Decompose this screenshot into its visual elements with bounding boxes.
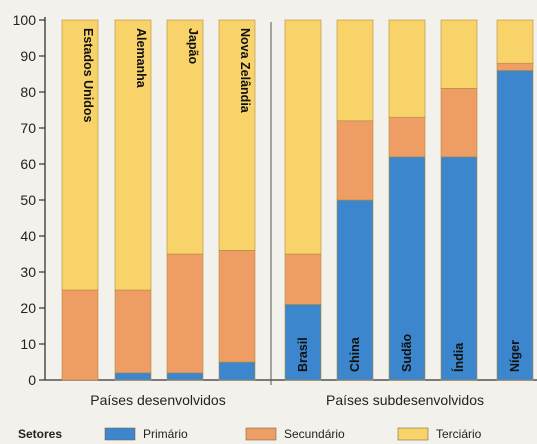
bar-label: China [348, 336, 362, 372]
y-tick-label: 50 [20, 192, 36, 208]
bar-labels: Estados Unidos Alemanha Japão Nova Zelândia… [81, 28, 522, 372]
y-tick-label: 60 [20, 156, 36, 172]
bar-segment-primario [284, 304, 322, 381]
bars [61, 19, 534, 381]
legend-swatch [104, 427, 136, 441]
bar-segment-terciario [388, 19, 426, 118]
bar-segment-primario [388, 156, 426, 381]
bar-segment-secundario [496, 62, 534, 71]
y-tick-label: 100 [13, 12, 37, 28]
y-tick-label: 80 [20, 84, 36, 100]
legend-swatch [397, 427, 429, 441]
bar-label: Níger [508, 340, 522, 372]
bar-label: Alemanha [134, 28, 148, 89]
legend-label: Secundário [284, 427, 345, 441]
bar-segment-primario [440, 156, 478, 381]
y-tick-label: 20 [20, 300, 36, 316]
bar-segment-primario [114, 372, 152, 381]
y-tick-label: 70 [20, 120, 36, 136]
bar-segment-primario [496, 70, 534, 381]
bar-segment-terciario [114, 19, 152, 291]
bar-segment-terciario [440, 19, 478, 89]
bar-segment-terciario [284, 19, 322, 255]
group-labels: Países desenvolvidos Países subdesenvolvi… [90, 392, 484, 408]
bar-label: Sudão [400, 333, 414, 372]
y-tick-label: 0 [28, 372, 36, 388]
bar-segment-secundario [440, 88, 478, 158]
bar-label: Japão [186, 28, 200, 64]
bar-label: Índia [451, 342, 466, 372]
group-label: Países desenvolvidos [90, 392, 225, 408]
legend: Setores Primário Secundário Terciário [18, 427, 482, 441]
bar-segment-primario [336, 199, 374, 381]
bar-segment-secundario [336, 120, 374, 201]
y-tick-label: 30 [20, 264, 36, 280]
bar-segment-secundario [388, 116, 426, 158]
legend-label: Terciário [436, 427, 482, 441]
bar-segment-primario [218, 361, 256, 381]
y-axis: 0 10 20 30 40 50 60 70 80 90 100 [13, 12, 537, 388]
bar-segment-primario [166, 372, 204, 381]
bar-label: Estados Unidos [81, 28, 95, 123]
bar-label: Nova Zelândia [238, 28, 252, 114]
legend-label: Primário [143, 427, 188, 441]
bar-segment-terciario [496, 19, 534, 64]
y-tick-label: 10 [20, 336, 36, 352]
bar-segment-terciario [336, 19, 374, 122]
legend-title: Setores [18, 427, 62, 441]
y-tick-label: 40 [20, 228, 36, 244]
y-tick-label: 90 [20, 48, 36, 64]
bar-segment-secundario [166, 253, 204, 374]
bar-segment-secundario [61, 289, 99, 381]
bar-segment-terciario [166, 19, 204, 255]
bar-segment-secundario [114, 289, 152, 374]
bar-label: Brasil [296, 337, 310, 372]
legend-swatch [245, 427, 277, 441]
bar-segment-secundario [284, 253, 322, 305]
bar-segment-terciario [218, 19, 256, 251]
group-label: Países subdesenvolvidos [326, 392, 484, 408]
bar-segment-secundario [218, 250, 256, 363]
bar-segment-terciario [61, 19, 99, 291]
